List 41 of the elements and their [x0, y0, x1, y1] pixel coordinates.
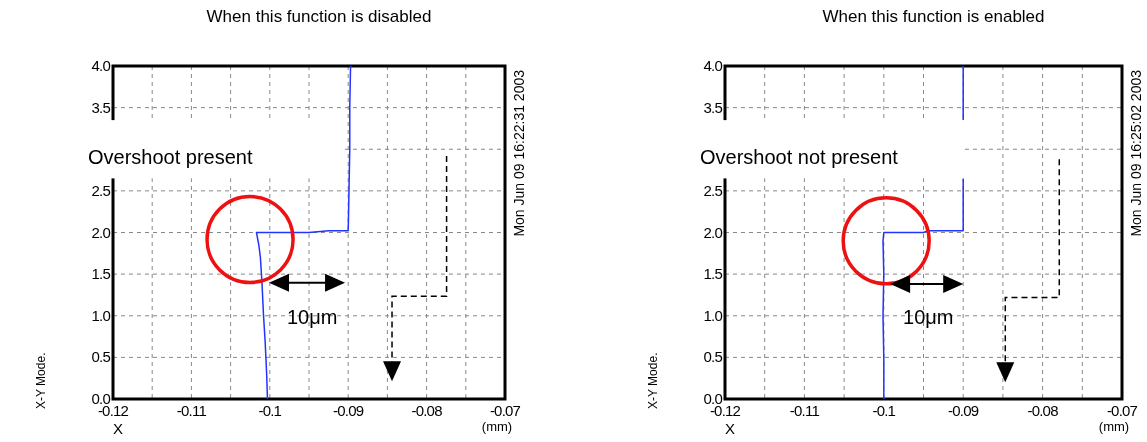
text: Mon Jun 09 16:25:02 2003 [1128, 69, 1144, 237]
x-tick-label: -0.1 [258, 402, 282, 419]
y-tick-label: 2.0 [91, 223, 111, 241]
y-tick-label: 2.5 [703, 181, 723, 199]
y-tick-label: 4.0 [91, 57, 111, 74]
x-tick-label: -0.07 [489, 402, 521, 419]
text: X-Y Mode. [34, 352, 48, 409]
x-axis-title: (mm) [481, 419, 513, 434]
x-axis-title: (mm) [1098, 419, 1130, 434]
x-tick-label: -0.09 [333, 402, 364, 419]
y-tick-label: 1.0 [91, 306, 111, 324]
y-tick-label: 2.0 [703, 223, 723, 241]
annotation: Overshoot present [88, 145, 253, 168]
text: Mon Jun 09 16:22:31 2003 [511, 69, 527, 237]
line-series [255, 65, 352, 400]
annotation: 10μm [903, 306, 954, 329]
y-tick-label: 3.5 [703, 98, 723, 116]
x-tick-label: -0.11 [176, 402, 207, 419]
text: X-Y Mode. [646, 352, 660, 409]
y-tick-label: 1.5 [91, 265, 111, 283]
x-tick-label: -0.11 [789, 402, 820, 419]
x-tick-label: -0.1 [872, 402, 896, 419]
y-tick-label: 1.5 [703, 265, 723, 283]
y-tick-label: 2.5 [91, 181, 111, 199]
y-tick-label: 4.0 [703, 57, 723, 74]
text: X [724, 420, 736, 437]
y-tick-label: 3.5 [91, 98, 111, 116]
x-tick-label: -0.07 [1106, 402, 1138, 419]
annotation: 10μm [286, 306, 338, 329]
y-tick-label: 0.5 [91, 348, 111, 366]
annotation: Overshoot not present [700, 145, 899, 168]
y-tick-label: 0.0 [703, 390, 723, 407]
text: X [112, 420, 124, 437]
x-tick-label: -0.08 [1027, 402, 1059, 419]
x-tick-label: -0.08 [411, 402, 443, 419]
chart-title: When this function is disabled [206, 7, 432, 26]
y-tick-label: 0.5 [703, 348, 723, 366]
x-tick-label: -0.09 [948, 402, 979, 419]
y-tick-label: 0.0 [91, 390, 111, 407]
y-tick-label: 1.0 [703, 306, 723, 324]
chart-title: When this function is enabled [822, 7, 1045, 26]
